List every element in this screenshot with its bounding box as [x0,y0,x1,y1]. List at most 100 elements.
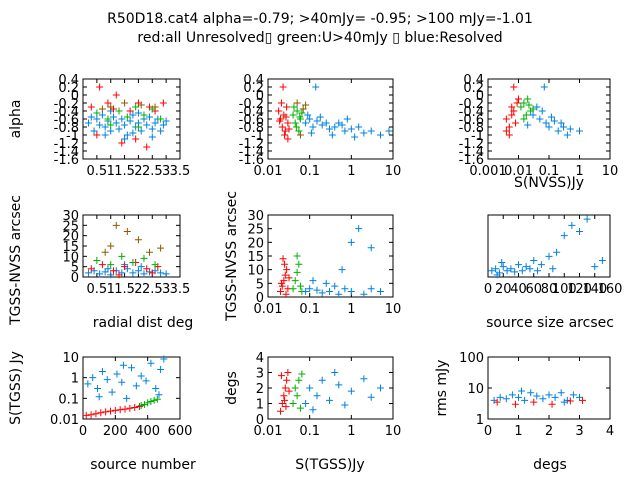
data-point [140,401,148,409]
y-tick-label: 2 [256,382,264,397]
data-point [281,131,289,139]
data-point [87,411,95,419]
x-tick-label: 3.5 [170,282,191,297]
data-point [360,290,368,298]
data-point [282,113,290,121]
data-point [510,83,518,91]
y-tick-label: -0.4 [239,105,264,120]
y-tick-label: 10 [62,250,79,265]
data-point [299,105,307,113]
y-tick-label: 0.4 [58,73,79,88]
series-blue [490,387,583,406]
x-tick-label: 1 [347,164,355,179]
data-point [313,392,321,400]
data-point [566,397,574,405]
series-olive [293,99,310,139]
data-point [281,127,289,135]
data-point [579,396,587,404]
data-point [302,119,310,127]
x-tick-label: 0.1 [539,164,560,179]
y-tick-label: -0.4 [459,105,484,120]
data-point [583,215,591,223]
x-axis-label: source size arcsec [486,315,614,331]
data-point [98,111,106,119]
series-red [493,396,587,408]
data-point [121,121,129,129]
data-point [109,267,117,275]
y-tick-label: 25 [62,219,79,234]
data-point [132,382,140,390]
y-tick-label: 0 [256,291,264,306]
x-tick-label: 0.001 [469,164,506,179]
data-point [132,103,140,111]
data-point [291,277,299,285]
x-tick-label: 1 [347,424,355,439]
y-tick-label: -1.2 [459,137,484,152]
series-green [517,95,537,123]
data-point [277,279,285,287]
data-point [162,117,170,125]
data-point [289,285,297,293]
data-point [98,105,106,113]
y-tick-label: -1.4 [54,145,79,160]
y-tick-label: -0.6 [54,113,79,128]
data-point [129,269,137,277]
data-point [563,131,571,139]
data-point [107,261,115,269]
data-point [93,115,101,123]
data-point [279,83,287,91]
data-point [302,101,310,109]
data-point [285,387,293,395]
data-point [290,103,298,111]
x-tick-label: 0.01 [254,164,283,179]
data-point [112,221,120,229]
y-tick-label: -0.8 [239,121,264,136]
x-tick-label: 120 [567,282,592,297]
data-point [560,398,568,406]
data-point [347,387,355,395]
data-point [568,221,576,229]
x-tick-label: 1.5 [114,164,135,179]
data-point [281,384,289,392]
y-axis-label: alpha [8,100,24,139]
data-point [549,265,557,273]
data-point [326,125,334,133]
data-point [309,406,317,414]
data-point [140,254,148,262]
data-point [488,267,496,275]
data-point [87,265,95,273]
data-point [146,248,154,256]
data-point [115,107,123,115]
data-point [292,123,300,131]
data-point [151,119,159,127]
data-point [137,263,145,271]
data-point [128,364,135,372]
data-point [282,403,290,411]
y-tick-label: 30 [62,209,79,224]
data-point [529,111,537,119]
data-point [331,123,339,131]
data-point [137,127,145,135]
plot-frame [82,214,181,278]
data-point [160,355,168,363]
data-point [522,111,530,119]
x-tick-label: 0.1 [299,164,320,179]
data-point [498,259,506,267]
data-point [284,369,292,376]
data-point [280,392,288,400]
data-point [554,127,562,135]
data-point [502,395,510,403]
data-point [347,288,355,296]
data-point [296,113,304,121]
x-tick-label: 10 [602,164,619,179]
data-point [518,267,526,275]
data-point [126,107,134,115]
data-point [89,374,97,382]
y-tick-label: -1 [251,129,264,144]
plot-frame [82,356,181,420]
data-point [533,392,541,400]
data-point [123,113,131,121]
data-point [550,117,558,125]
